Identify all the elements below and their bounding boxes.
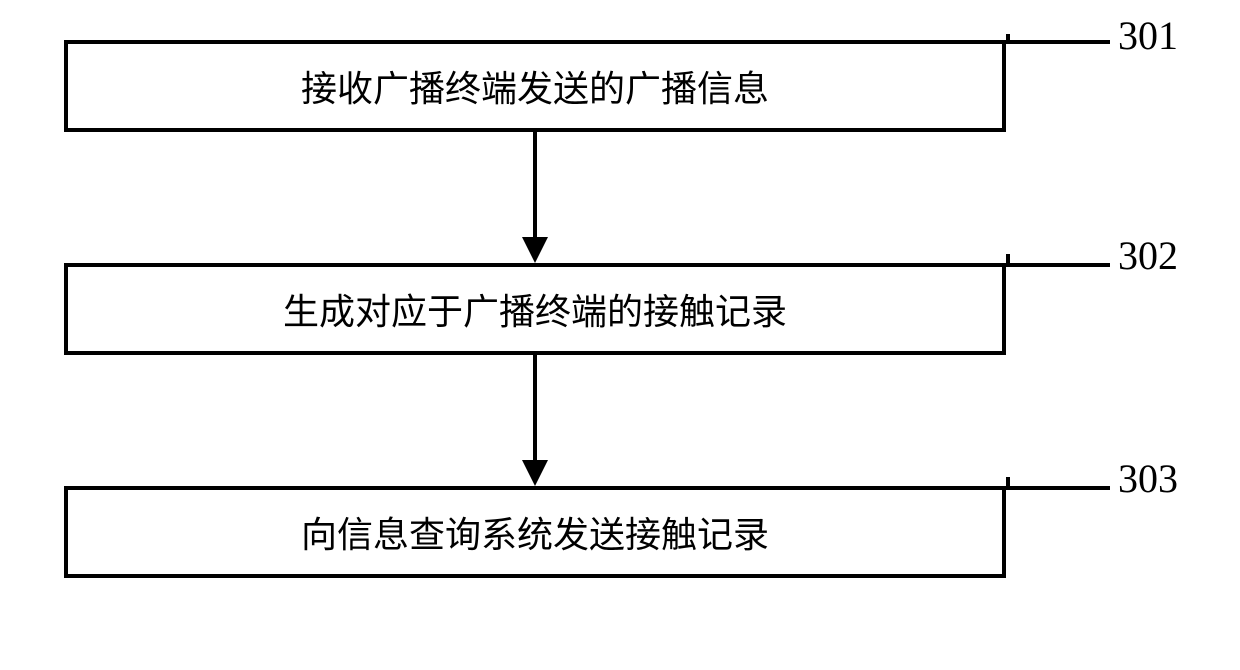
step-label-3: 303: [1118, 455, 1178, 502]
step-box-3: 向信息查询系统发送接触记录: [64, 486, 1006, 578]
arrow-2-3-line: [533, 355, 537, 460]
step-text-1: 接收广播终端发送的广播信息: [301, 60, 769, 112]
step-label-1: 301: [1118, 12, 1178, 59]
step-box-2: 生成对应于广播终端的接触记录: [64, 263, 1006, 355]
arrow-2-3-head: [522, 460, 548, 486]
label-connector-1: [1006, 34, 1110, 44]
label-connector-3: [1006, 477, 1110, 490]
arrow-1-2-head: [522, 237, 548, 263]
flowchart-canvas: 接收广播终端发送的广播信息 301 生成对应于广播终端的接触记录 302 向信息…: [0, 0, 1240, 670]
step-text-2: 生成对应于广播终端的接触记录: [283, 283, 787, 335]
step-label-2: 302: [1118, 232, 1178, 279]
label-connector-2: [1006, 254, 1110, 267]
step-text-3: 向信息查询系统发送接触记录: [301, 506, 769, 558]
step-box-1: 接收广播终端发送的广播信息: [64, 40, 1006, 132]
arrow-1-2-line: [533, 132, 537, 237]
